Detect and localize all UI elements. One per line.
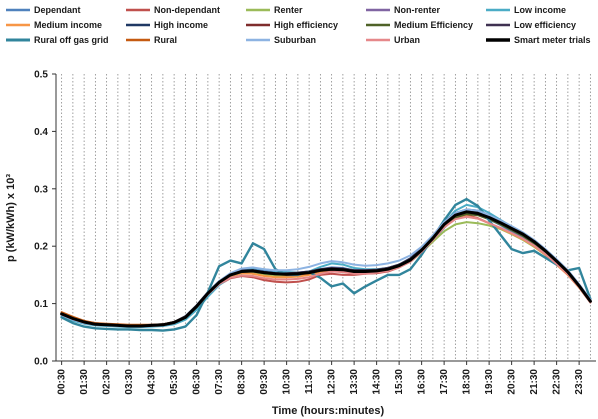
y-tick-label: 0.0 [34,357,48,368]
x-tick-label: 02:30 [102,369,113,395]
x-tick-label: 10:30 [282,369,293,395]
x-tick-label: 20:30 [507,369,518,395]
legend-label-low-income: Low income [514,5,566,15]
y-tick-label: 0.1 [34,299,48,310]
x-tick-label: 22:30 [552,369,563,395]
x-tick-label: 06:30 [192,369,203,395]
legend-label-rural-off-gas-grid: Rural off gas grid [34,35,109,45]
x-axis: 00:30 01:30 02:30 03:30 04:30 05:30 06:30 07:30… [56,360,596,395]
legend-label-suburban: Suburban [274,35,316,45]
x-tick-label: 23:30 [574,369,585,395]
x-tick-label: 21:30 [529,369,540,395]
legend: Dependant Non-dependant Renter Non-renter Lo… [6,5,591,45]
x-tick-label: 11:30 [304,369,315,394]
x-tick-label: 03:30 [124,369,135,395]
x-tick-label: 05:30 [169,369,180,395]
legend-label-non-renter: Non-renter [394,5,440,15]
x-tick-label: 01:30 [79,369,90,395]
x-tick-label: 00:30 [57,369,68,395]
x-tick-label: 19:30 [484,369,495,395]
series-lines [60,197,592,332]
series-line-rural-off-gas-grid [60,197,592,332]
y-tick-label: 0.5 [34,70,48,81]
x-tick-label: 09:30 [259,369,270,395]
x-tick-label: 07:30 [214,369,225,395]
y-tick-label: 0.4 [34,127,48,138]
x-tick-label: 12:30 [327,369,338,395]
legend-label-urban: Urban [394,35,420,45]
y-axis-title: p (kW/kWh) x 10³ [5,174,17,262]
x-axis-title: Time (hours:minutes) [272,405,385,417]
x-tick-label: 14:30 [372,369,383,395]
legend-label-non-dependant: Non-dependant [154,5,220,15]
x-tick-label: 08:30 [237,369,248,395]
legend-label-low-efficiency: Low efficiency [514,20,576,30]
legend-label-medium-income: Medium income [34,20,102,30]
legend-label-renter: Renter [274,5,303,15]
x-tick-label: 18:30 [462,369,473,395]
series-line-low-income [60,203,592,329]
legend-label-rural: Rural [154,35,177,45]
y-axis: 0.0 0.1 0.2 0.3 0.4 0.5 [34,70,57,368]
legend-label-medium-efficiency: Medium Efficiency [394,20,473,30]
grid [61,74,591,361]
x-tick-label: 04:30 [147,369,158,395]
legend-label-smart-meter-trials: Smart meter trials [514,35,591,45]
y-tick-label: 0.2 [34,242,48,253]
x-tick-label: 15:30 [394,369,405,395]
legend-label-dependant: Dependant [34,5,81,15]
y-tick-label: 0.3 [34,184,48,195]
legend-label-high-income: High income [154,20,208,30]
series-line-smart-meter-trials [60,210,592,328]
x-tick-label: 13:30 [349,369,360,395]
legend-label-high-efficiency: High efficiency [274,20,338,30]
x-tick-label: 16:30 [417,369,428,395]
x-tick-label: 17:30 [439,369,450,395]
